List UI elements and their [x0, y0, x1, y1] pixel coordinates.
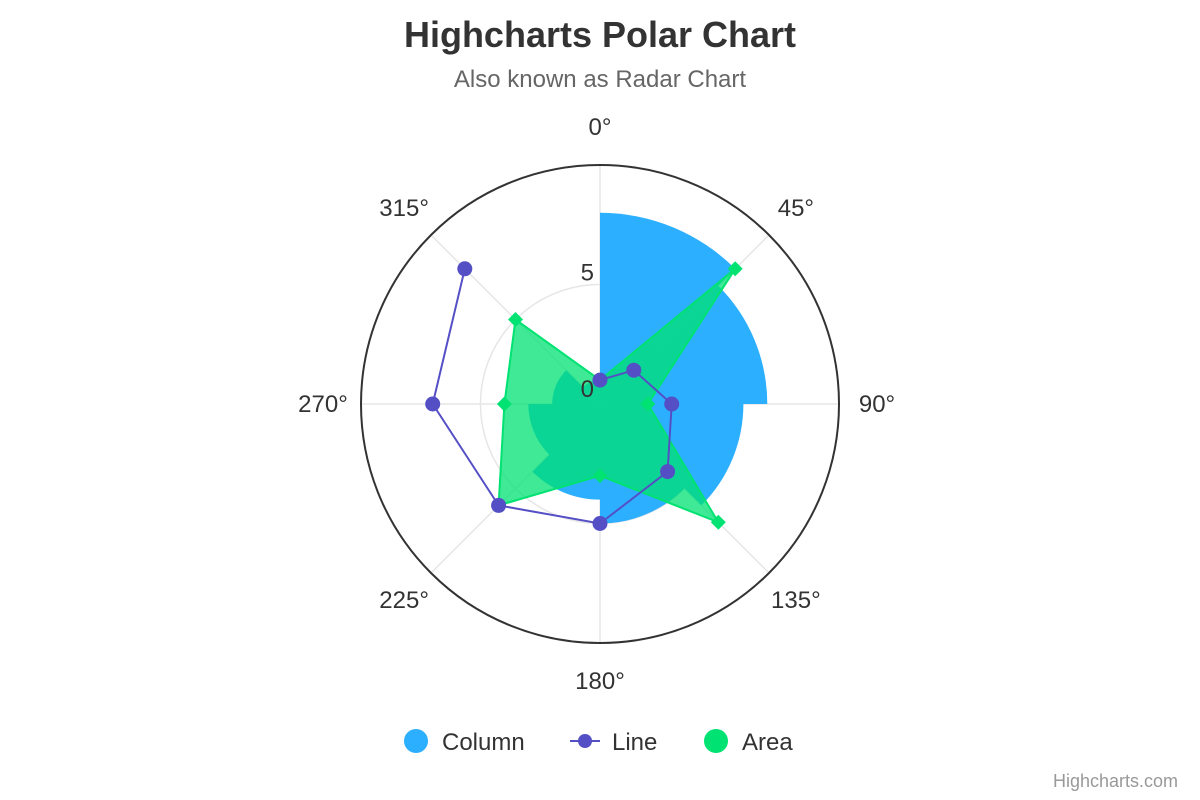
line-point[interactable]	[626, 362, 642, 378]
angle-tick-label: 135°	[771, 587, 821, 614]
legend-item-line[interactable]: Line	[570, 729, 657, 756]
radial-tick-label: 0	[581, 376, 594, 403]
area-point[interactable]	[496, 396, 512, 412]
area-point[interactable]	[727, 261, 743, 277]
line-series[interactable]	[425, 261, 680, 531]
label-layer: 0° 45° 90° 135° 180° 225° 270° 315° 0 5	[298, 114, 895, 695]
line-point[interactable]	[425, 396, 441, 412]
angle-tick-label: 315°	[379, 195, 429, 222]
angle-tick-label: 45°	[778, 195, 814, 222]
legend-label: Column	[442, 729, 525, 756]
angle-tick-label: 0°	[589, 114, 612, 141]
angle-tick-label: 270°	[298, 391, 348, 418]
legend-label: Line	[612, 729, 657, 756]
polar-frame	[360, 164, 840, 644]
area-point[interactable]	[592, 468, 608, 484]
angle-tick-label: 90°	[859, 391, 895, 418]
line-point[interactable]	[660, 464, 676, 480]
legend-symbol	[404, 729, 428, 753]
area-point[interactable]	[640, 396, 656, 412]
legend-label: Area	[742, 729, 793, 756]
legend[interactable]: Column Line Area	[404, 729, 793, 756]
line-point[interactable]	[457, 261, 473, 277]
area-point[interactable]	[508, 312, 524, 328]
frame-layer	[360, 164, 840, 644]
line-point[interactable]	[592, 372, 608, 388]
legend-item-column[interactable]: Column	[404, 729, 525, 756]
line-point[interactable]	[664, 396, 680, 412]
angle-tick-label: 225°	[379, 587, 429, 614]
credits-link[interactable]: Highcharts.com	[1052, 771, 1178, 791]
chart-subtitle: Also known as Radar Chart	[453, 66, 747, 93]
chart-title: Highcharts Polar Chart	[403, 14, 797, 55]
area-point[interactable]	[710, 514, 726, 530]
legend-symbol	[704, 729, 728, 753]
line-point[interactable]	[592, 516, 608, 531]
legend-item-area[interactable]: Area	[704, 729, 793, 756]
legend-symbol	[578, 734, 592, 748]
line-path[interactable]	[431, 268, 673, 525]
angle-tick-label: 180°	[575, 668, 625, 695]
radial-tick-label: 5	[581, 260, 594, 287]
line-point[interactable]	[491, 497, 507, 513]
